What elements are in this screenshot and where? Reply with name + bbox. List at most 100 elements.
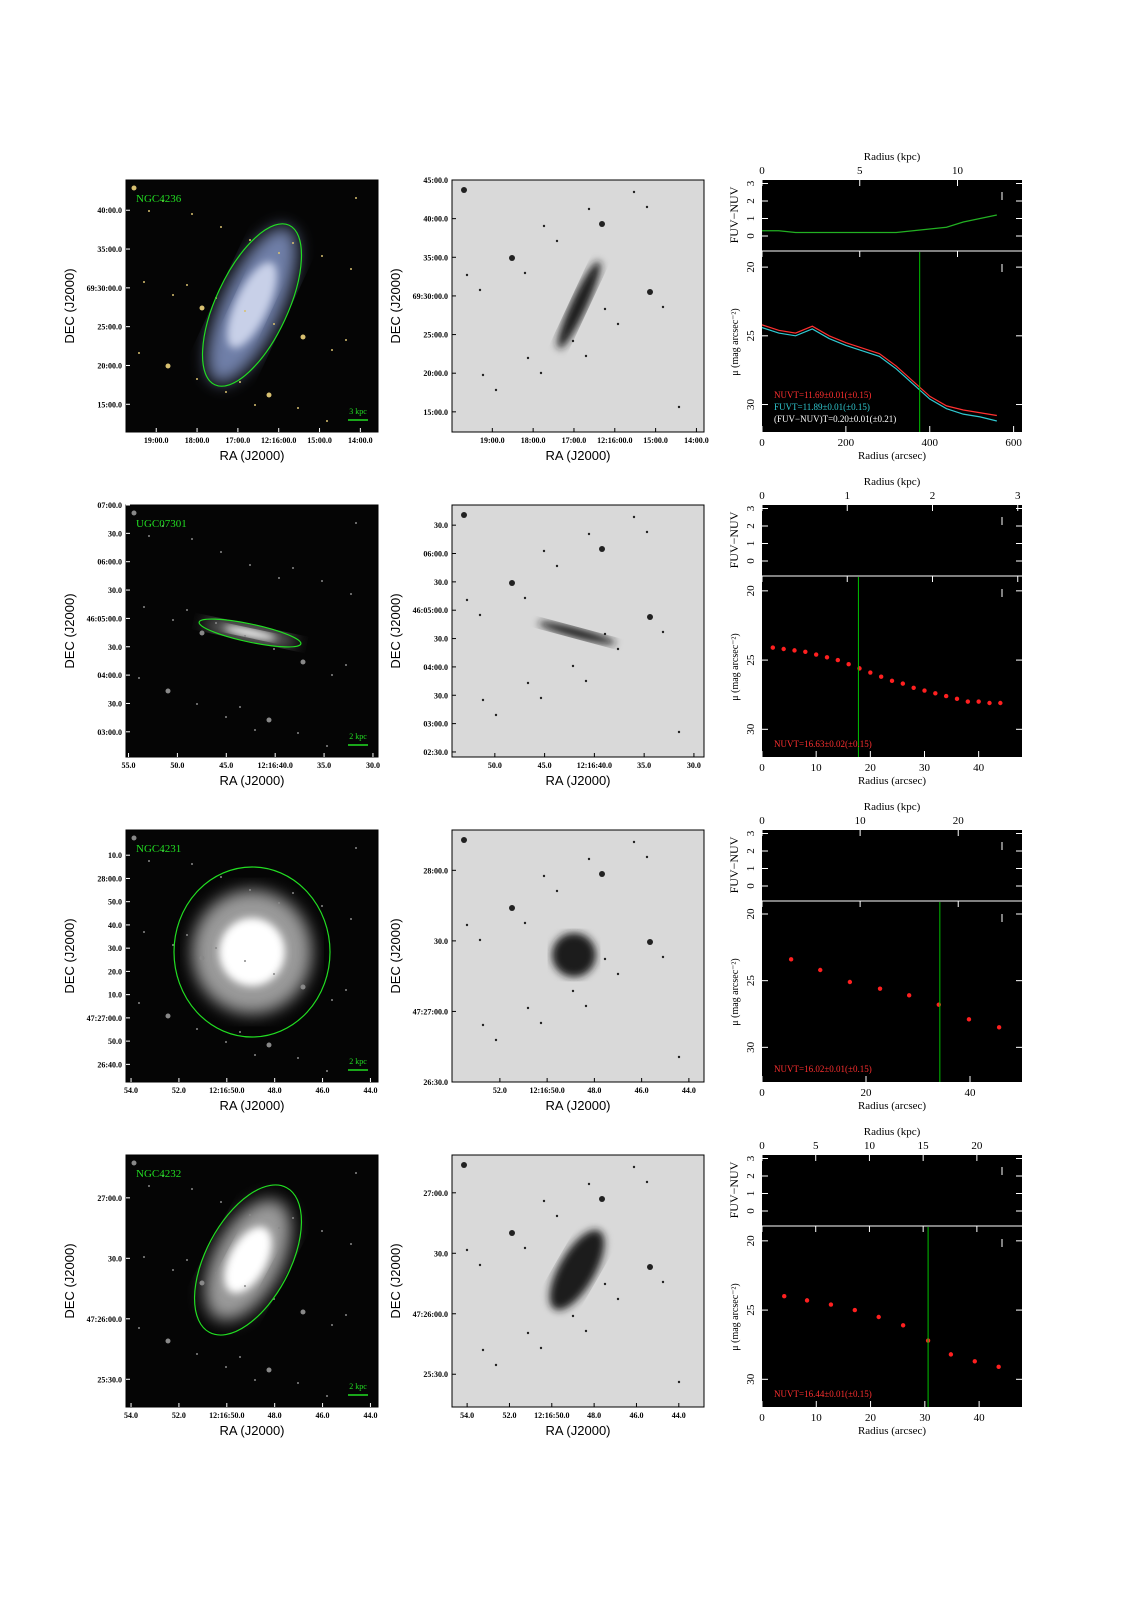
y-axis-label: DEC (J2000) xyxy=(388,593,403,668)
star xyxy=(571,664,575,668)
star xyxy=(266,717,272,723)
galaxy-core xyxy=(224,1226,272,1294)
star xyxy=(297,1382,299,1384)
star xyxy=(355,1172,357,1174)
x-tick-label: 20 xyxy=(865,1412,877,1424)
y-tick-label: 30 xyxy=(745,723,757,735)
star xyxy=(331,1324,333,1326)
x2-tick-label: 5 xyxy=(857,165,863,177)
y-tick-label: 20 xyxy=(745,908,757,920)
x-tick-label: 40 xyxy=(974,1412,986,1424)
x2-tick-label: 15 xyxy=(918,1140,930,1152)
y-axis-label: μ (mag arcsec⁻²) xyxy=(730,308,741,376)
star xyxy=(239,1356,241,1358)
scale-bar-label: 2 kpc xyxy=(349,732,367,741)
profile-point xyxy=(852,1307,858,1313)
star xyxy=(539,1346,543,1350)
y-axis-label: DEC (J2000) xyxy=(388,268,403,343)
star xyxy=(587,1182,591,1186)
x-tick-label: 19:00.0 xyxy=(144,436,169,445)
star xyxy=(647,1264,653,1270)
x-tick-label: 17:00.0 xyxy=(562,436,587,445)
star xyxy=(478,1263,482,1267)
star xyxy=(199,955,205,961)
profile-point xyxy=(966,1017,972,1022)
profile-point xyxy=(976,699,981,704)
y-tick-label: 10.0 xyxy=(108,991,122,1000)
y-tick-label: 15:00.0 xyxy=(423,408,448,417)
y-tick-label: 40.0 xyxy=(108,921,122,930)
y-axis-label: FUV−NUV xyxy=(727,1161,741,1218)
star xyxy=(131,185,137,191)
y-tick-label: 06:00.0 xyxy=(423,550,448,559)
star xyxy=(326,1395,328,1397)
y-tick-label: 03:00.0 xyxy=(97,728,122,737)
star xyxy=(494,713,498,717)
x-tick-label: 48.0 xyxy=(268,1086,282,1095)
star xyxy=(172,944,174,946)
star xyxy=(199,1280,205,1286)
y-tick-label: 1 xyxy=(745,866,757,872)
y-tick-label: 30 xyxy=(745,1373,757,1385)
star xyxy=(143,1256,145,1258)
y-axis-label: DEC (J2000) xyxy=(62,593,77,668)
y-axis-label: DEC (J2000) xyxy=(62,268,77,343)
star xyxy=(249,889,251,891)
y-tick-label: 30.0 xyxy=(108,586,122,595)
x-tick-label: 12:16:00.0 xyxy=(597,436,632,445)
star xyxy=(645,205,649,209)
star xyxy=(191,213,193,215)
star xyxy=(645,1180,649,1184)
star xyxy=(555,564,559,568)
star xyxy=(138,1327,140,1329)
star xyxy=(321,580,323,582)
x2-tick-label: 10 xyxy=(864,1140,876,1152)
x2-tick-label: 5 xyxy=(813,1140,819,1152)
star xyxy=(355,847,357,849)
y-tick-label: 47:27:00.0 xyxy=(413,1007,448,1016)
profile-line xyxy=(761,324,997,417)
star xyxy=(244,1285,246,1287)
x-tick-label: 52.0 xyxy=(502,1411,516,1420)
star xyxy=(148,1185,150,1187)
profile-point xyxy=(813,652,819,657)
y-tick-label: 2 xyxy=(745,523,757,529)
plot-bg xyxy=(762,1155,1022,1407)
aperture xyxy=(201,223,303,387)
y-tick-label: 30.0 xyxy=(434,1249,448,1258)
x-tick-label: 12:16:50.0 xyxy=(209,1411,244,1420)
star xyxy=(215,1272,217,1274)
x-tick-label: 12:16:50.0 xyxy=(209,1086,244,1095)
y-tick-label: 25:00.0 xyxy=(97,323,122,332)
star xyxy=(172,619,174,621)
y-tick-label: 25 xyxy=(745,654,757,666)
star xyxy=(632,515,636,519)
star xyxy=(523,271,527,275)
star xyxy=(461,1162,467,1168)
y-axis-label: μ (mag arcsec⁻²) xyxy=(730,1283,741,1351)
star xyxy=(143,606,145,608)
y-tick-label: 50.0 xyxy=(108,1037,122,1046)
star xyxy=(539,1021,543,1025)
annotation: NUVT=11.69±0.01(±0.15) xyxy=(774,390,871,400)
y-tick-label: 1 xyxy=(745,541,757,547)
star xyxy=(196,703,198,705)
star xyxy=(148,210,150,212)
x-axis-label: RA (J2000) xyxy=(545,1098,610,1113)
star xyxy=(481,373,485,377)
annotation: FUVT=11.89±0.01(±0.15) xyxy=(774,402,870,412)
profile-point xyxy=(804,1298,810,1303)
profile-line xyxy=(762,214,997,234)
star xyxy=(254,729,256,731)
x-tick-label: 50.0 xyxy=(170,761,184,770)
star xyxy=(645,855,649,859)
galaxy-name: NGC4232 xyxy=(136,1168,181,1180)
star xyxy=(292,567,294,569)
star xyxy=(300,1309,306,1315)
y-tick-label: 28:00.0 xyxy=(97,874,122,883)
star xyxy=(273,323,275,325)
y-tick-label: 40:00.0 xyxy=(97,206,122,215)
y-axis-label: FUV−NUV xyxy=(727,836,741,893)
x2-tick-label: 0 xyxy=(759,490,765,502)
x-tick-label: 55.0 xyxy=(122,761,136,770)
